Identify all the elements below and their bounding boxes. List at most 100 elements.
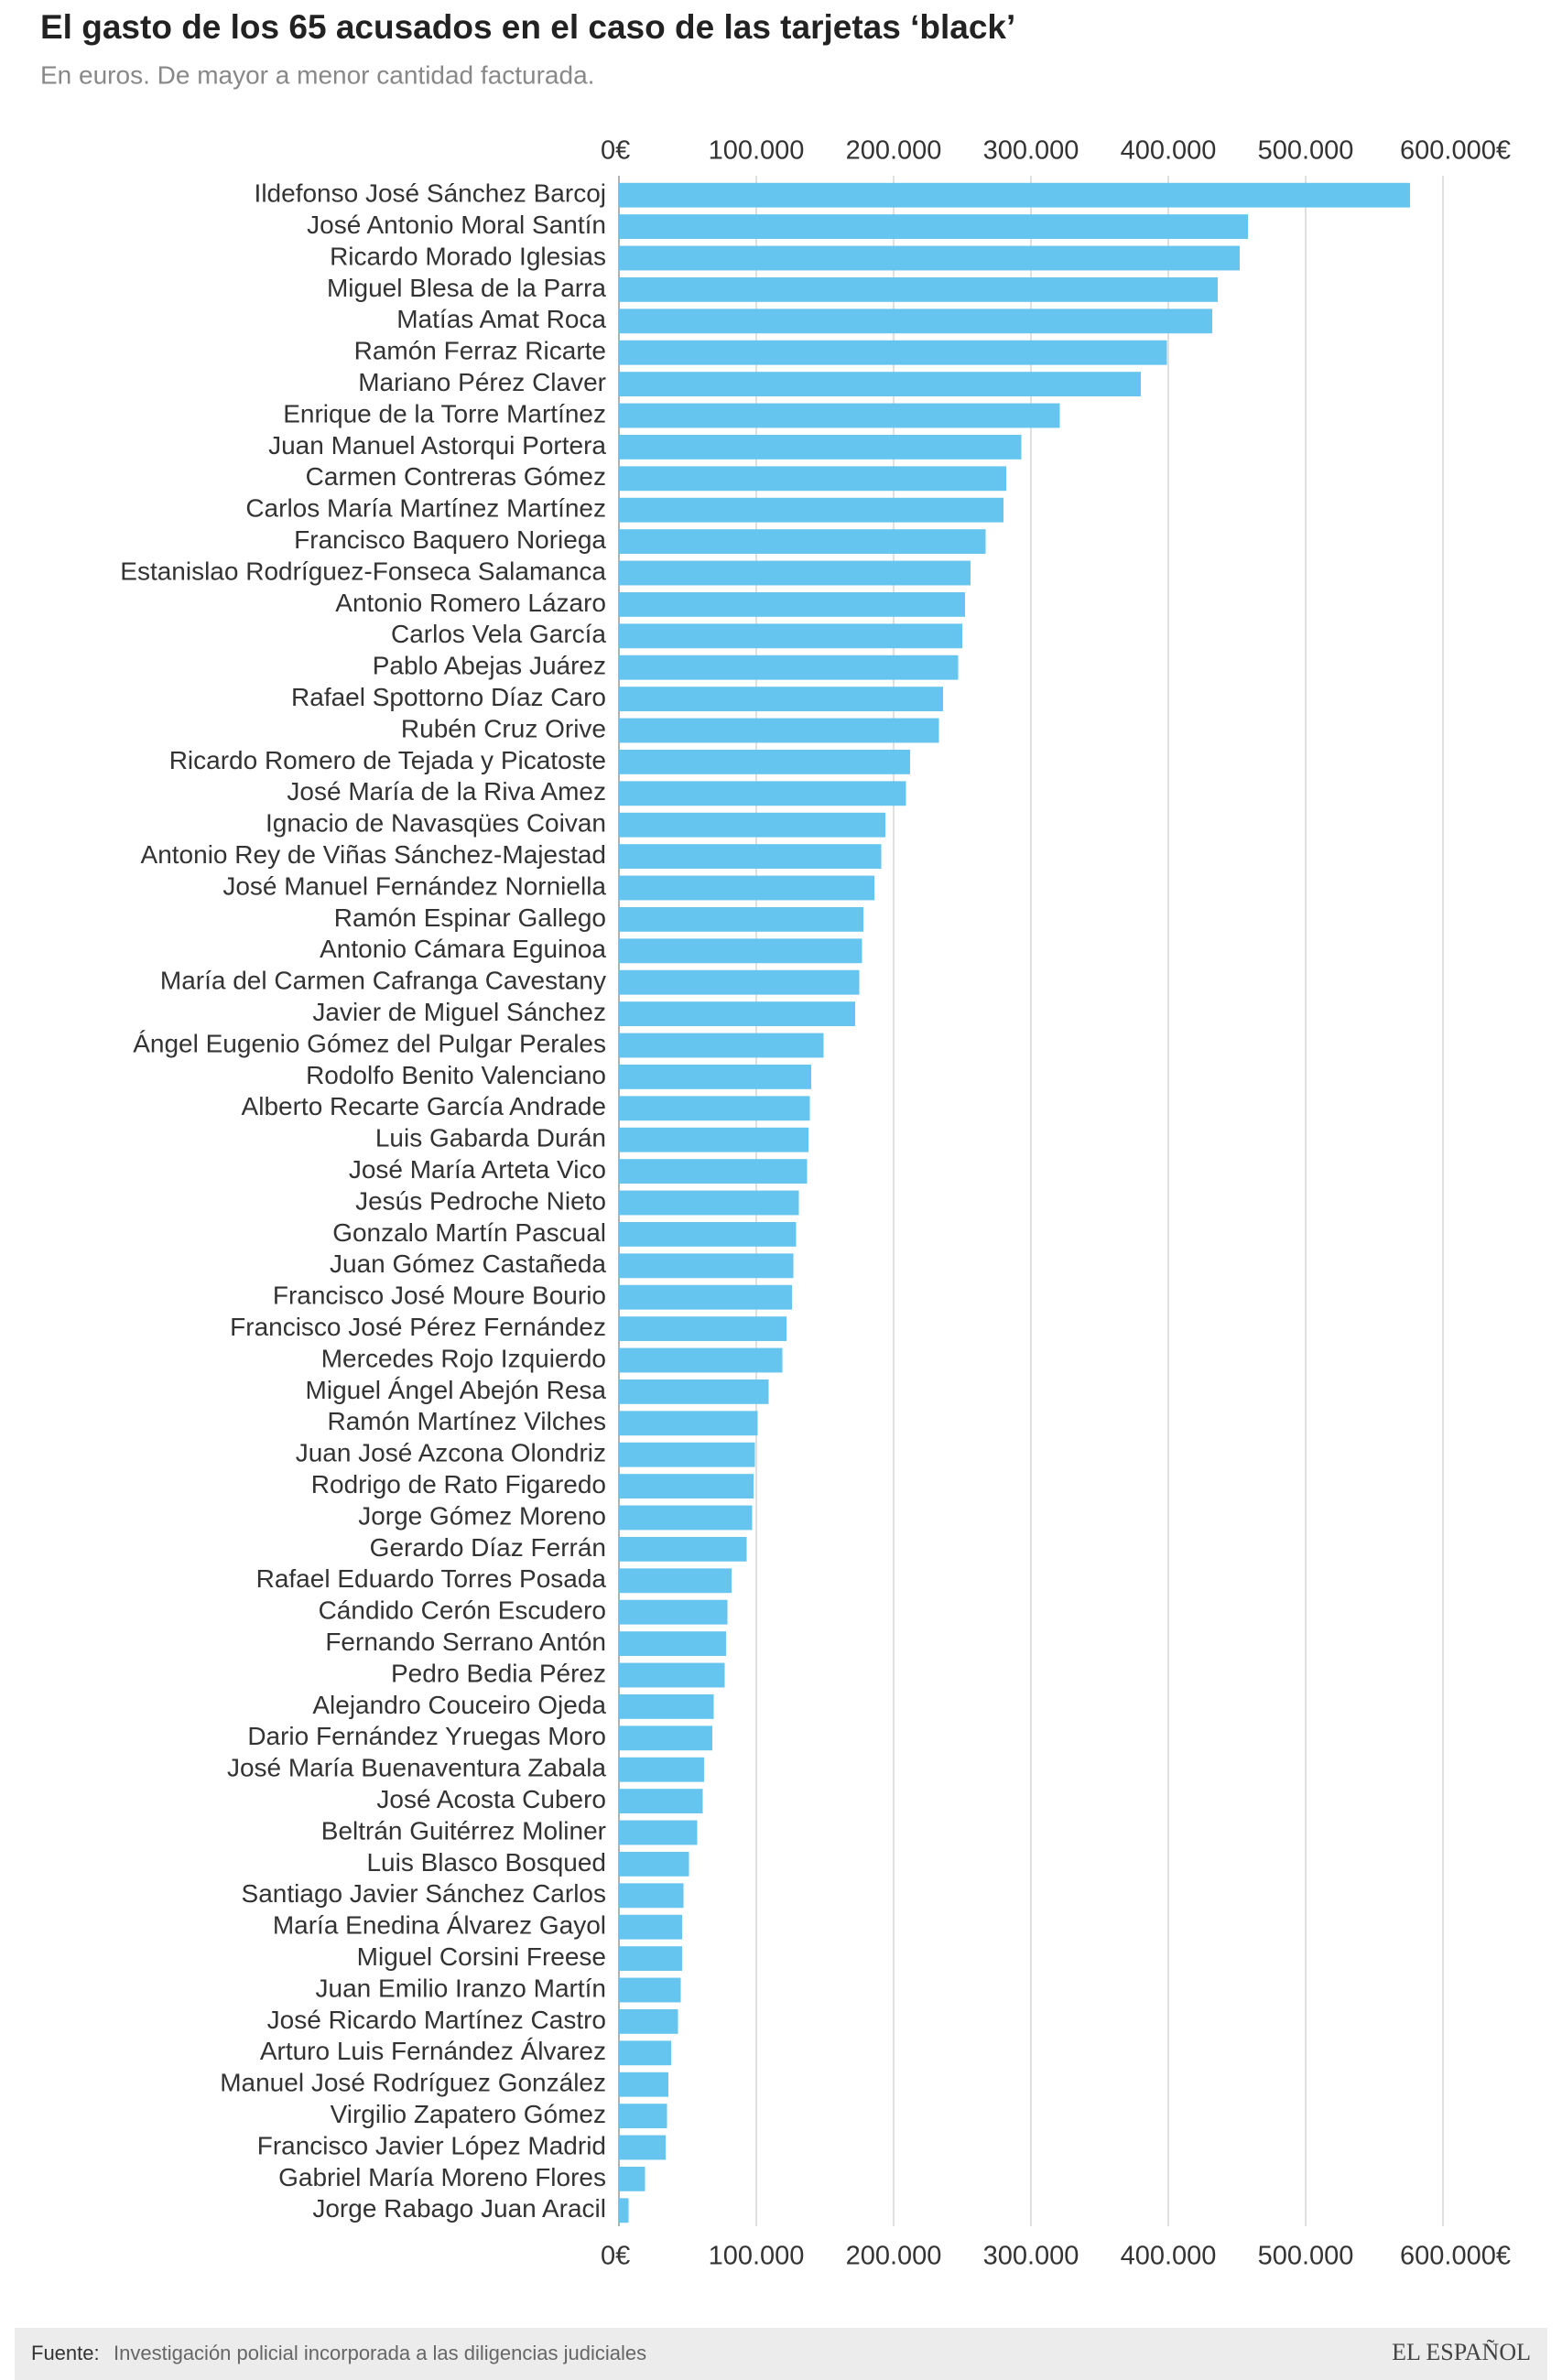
y-category-label: Juan José Azcona Olondriz (296, 1439, 606, 1467)
y-category-label: Ildefonso José Sánchez Barcoj (255, 179, 606, 208)
y-category-label: Gonzalo Martín Pascual (332, 1218, 606, 1247)
bar (619, 2104, 667, 2129)
y-category-label: Juan Emilio Iranzo Martín (316, 1974, 606, 2002)
bar (619, 434, 1022, 460)
bar (619, 1568, 732, 1594)
brand-logo: EL ESPAÑOL (1392, 2339, 1531, 2365)
bar (619, 560, 971, 586)
y-category-label: Francisco Baquero Noriega (294, 525, 606, 554)
y-category-label: José María Arteta Vico (349, 1155, 606, 1184)
bar (619, 781, 906, 806)
y-category-label: Pablo Abejas Juárez (373, 652, 606, 680)
chart-title: El gasto de los 65 acusados en el caso d… (40, 8, 1015, 46)
bar (619, 276, 1218, 302)
y-category-label: Jorge Rabago Juan Aracil (312, 2194, 606, 2223)
source-label: Fuente: (31, 2342, 100, 2364)
y-category-label: Antonio Cámara Eguinoa (320, 935, 606, 963)
bar (619, 340, 1167, 365)
bar (619, 623, 962, 649)
bar (619, 1442, 755, 1467)
bar (619, 1284, 792, 1310)
x-tick-label-bottom: 200.000 (846, 2242, 942, 2271)
bar (619, 687, 943, 712)
y-category-label: Miguel Blesa de la Parra (327, 274, 606, 302)
source-text: Investigación policial incorporada a las… (114, 2342, 646, 2364)
bar (619, 1316, 786, 1342)
x-tick-label-bottom: 0€ (601, 2242, 630, 2271)
y-category-label: Pedro Bedia Pérez (391, 1659, 606, 1687)
bar (619, 654, 959, 680)
bar (619, 245, 1240, 271)
x-tick-label-bottom: 300.000 (983, 2242, 1079, 2271)
x-tick-label-bottom: 100.000 (709, 2242, 805, 2271)
y-category-label: Gabriel María Moreno Flores (278, 2163, 606, 2191)
bar (619, 1347, 783, 1373)
bar (619, 2166, 645, 2191)
y-category-label: José María de la Riva Amez (287, 777, 606, 806)
y-category-label: Manuel José Rodríguez González (220, 2069, 606, 2097)
bar (619, 718, 939, 743)
y-category-label: Ricardo Morado Iglesias (330, 242, 606, 270)
bar (619, 2198, 629, 2223)
y-category-label: Santiago Javier Sánchez Carlos (242, 1879, 606, 1908)
y-category-label: Jesús Pedroche Nieto (355, 1186, 606, 1215)
y-category-label: José Acosta Cubero (376, 1785, 606, 1813)
bar (619, 372, 1141, 397)
bar (619, 1253, 794, 1279)
bar (619, 1127, 808, 1152)
bar (619, 1599, 728, 1625)
bar (619, 2072, 668, 2097)
y-category-label: Carlos Vela García (391, 620, 606, 648)
y-category-label: José Antonio Moral Santín (307, 211, 606, 239)
x-tick-label-bottom: 600.000€ (1400, 2242, 1511, 2271)
bar (619, 2008, 678, 2034)
bar (619, 1914, 682, 1940)
bar (619, 812, 885, 838)
y-category-label: Rodolfo Benito Valenciano (306, 1061, 606, 1089)
y-category-label: María Enedina Álvarez Gayol (273, 1911, 606, 1940)
y-category-label: Alberto Recarte García Andrade (242, 1092, 606, 1120)
y-category-label: Ángel Eugenio Gómez del Pulgar Perales (133, 1029, 606, 1057)
bar (619, 529, 986, 555)
bar (619, 906, 863, 932)
y-category-label: Rubén Cruz Orive (401, 714, 606, 742)
y-category-label: María del Carmen Cafranga Cavestany (160, 967, 606, 995)
y-category-label: José Ricardo Martínez Castro (267, 2006, 606, 2034)
bar (619, 1474, 754, 1499)
bar (619, 1820, 698, 1845)
y-category-label: Rafael Eduardo Torres Posada (256, 1564, 607, 1593)
y-category-label: Rodrigo de Rato Figaredo (311, 1470, 606, 1498)
bar (619, 938, 862, 964)
y-category-label: Javier de Miguel Sánchez (312, 998, 606, 1026)
bar (619, 2040, 671, 2066)
y-category-label: Ignacio de Navasqües Coivan (266, 809, 606, 838)
y-category-label: Beltrán Guitérrez Moliner (321, 1816, 606, 1844)
bar (619, 1726, 712, 1751)
bar (619, 1064, 811, 1089)
bar (619, 1096, 810, 1121)
y-category-label: Enrique de la Torre Martínez (283, 399, 606, 427)
chart-subtitle: En euros. De mayor a menor cantidad fact… (40, 60, 594, 89)
bar (619, 875, 874, 901)
bar (619, 2135, 666, 2160)
bar (619, 1221, 797, 1247)
bar (619, 749, 910, 774)
bar (619, 1379, 769, 1404)
bar (619, 1411, 758, 1436)
y-category-label: Cándido Cerón Escudero (319, 1596, 606, 1625)
x-tick-label-top: 0€ (601, 136, 630, 166)
bar (619, 591, 965, 617)
y-category-label: Dario Fernández Yruegas Moro (247, 1722, 606, 1750)
y-category-label: Jorge Gómez Moreno (358, 1501, 606, 1530)
bar (619, 1883, 684, 1909)
y-category-label: José Manuel Fernández Norniella (222, 871, 606, 900)
x-tick-label-top: 200.000 (846, 136, 942, 166)
bar (619, 1536, 747, 1562)
y-category-label: Mercedes Rojo Izquierdo (321, 1344, 606, 1372)
y-category-label: Estanislao Rodríguez-Fonseca Salamanca (120, 557, 606, 585)
y-category-label: Antonio Romero Lázaro (335, 589, 606, 617)
y-category-label: Carmen Contreras Gómez (306, 462, 606, 491)
x-tick-label-top: 100.000 (709, 136, 805, 166)
y-category-label: Francisco Javier López Madrid (257, 2131, 606, 2159)
